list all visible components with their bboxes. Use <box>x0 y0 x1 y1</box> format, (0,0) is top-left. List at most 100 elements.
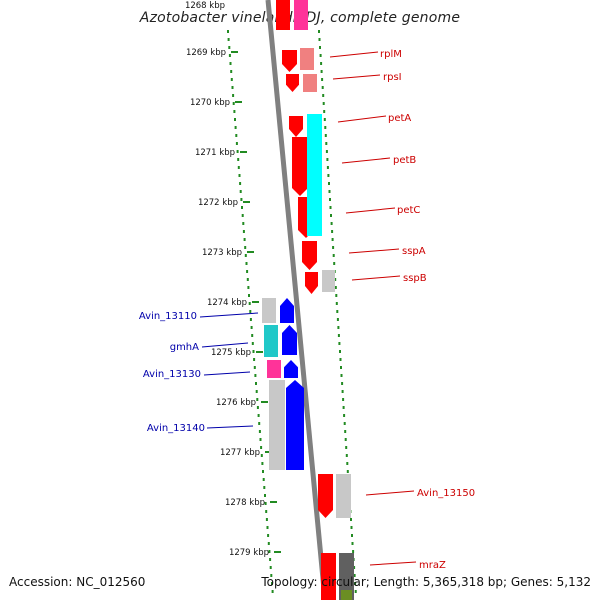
gene-feature <box>318 474 333 518</box>
guide-dot <box>242 230 245 233</box>
gene-feature <box>280 298 294 323</box>
scale-tick-label: 1270 kbp <box>190 98 230 108</box>
guide-dot <box>331 238 334 241</box>
label-leader <box>206 425 254 429</box>
guide-dot <box>341 390 344 393</box>
guide-dot <box>267 542 270 545</box>
guide-dot <box>340 374 343 377</box>
scale-tick-label: 1278 kbp <box>225 498 265 508</box>
guide-dot <box>334 286 337 289</box>
guide-dot <box>247 286 250 289</box>
gene-feature <box>341 590 352 600</box>
guide-dot <box>239 182 242 185</box>
guide-dot <box>260 454 263 457</box>
scale-tick-label: 1279 kbp <box>229 548 269 558</box>
guide-dot <box>265 510 268 513</box>
gene-feature <box>302 241 317 270</box>
guide-dot <box>256 398 259 401</box>
guide-dot <box>351 542 354 545</box>
guide-dot <box>344 438 347 441</box>
guide-dot <box>328 190 331 193</box>
scale-tick-label: 1276 kbp <box>216 398 256 408</box>
guide-dot <box>235 142 238 145</box>
guide-dot <box>332 254 335 257</box>
guide-dot <box>354 582 357 585</box>
scale-tick-label: 1273 kbp <box>202 248 242 258</box>
guide-dot <box>336 318 339 321</box>
label-leader <box>201 342 249 348</box>
gene-feature <box>282 325 297 355</box>
guide-dot <box>327 174 330 177</box>
guide-dot <box>336 310 339 313</box>
guide-dot <box>324 134 327 137</box>
label-leader <box>351 275 401 281</box>
guide-dot <box>332 246 335 249</box>
guide-dot <box>241 206 243 209</box>
guide-dot <box>245 262 248 265</box>
gene-label: sspB <box>403 273 427 284</box>
guide-dot <box>270 574 273 577</box>
guide-dot <box>339 358 342 361</box>
guide-dot <box>345 454 348 457</box>
gene-feature <box>321 553 336 600</box>
guide-dot <box>342 398 345 401</box>
guide-dot <box>234 126 237 129</box>
guide-dot <box>269 566 272 569</box>
guide-dot <box>253 358 256 361</box>
cds-feature <box>314 114 322 236</box>
guide-dot <box>244 246 247 249</box>
guide-dot <box>262 470 264 473</box>
scale-tick-label: 1272 kbp <box>198 198 238 208</box>
guide-dot <box>255 390 258 393</box>
guide-dot <box>244 254 247 257</box>
gene-label: sspA <box>402 246 426 257</box>
gene-feature <box>262 298 276 323</box>
guide-dot <box>269 558 272 561</box>
guide-dot <box>243 238 246 241</box>
guide-dot <box>330 222 333 225</box>
scale-tick-label: 1269 kbp <box>186 48 226 58</box>
guide-dot <box>331 230 334 233</box>
guide-dot <box>329 198 331 201</box>
guide-dot <box>238 174 241 177</box>
genome-backbone <box>265 0 328 600</box>
guide-dot <box>339 350 341 353</box>
guide-dot <box>346 462 349 465</box>
gene-feature <box>336 474 351 518</box>
guide-dot <box>320 62 323 65</box>
guide-dot <box>351 534 353 537</box>
guide-dot <box>240 198 243 201</box>
guide-dot <box>344 430 347 433</box>
guide-dot <box>328 182 330 185</box>
guide-dot <box>325 150 328 153</box>
guide-dot <box>233 110 236 113</box>
guide-dot <box>248 302 251 305</box>
guide-dot <box>256 406 259 409</box>
guide-dot <box>326 166 329 169</box>
guide-dot <box>322 94 325 97</box>
gene-labels: rplM rpsI petA petB petC sspA sspB Avin_13150mr… <box>139 49 475 571</box>
gene-feature <box>276 0 290 30</box>
guide-dot <box>229 62 232 65</box>
scale-tick-label: 1275 kbp <box>211 348 251 358</box>
guide-dot <box>236 150 239 153</box>
guide-dot <box>235 134 238 137</box>
guide-dot <box>268 550 271 553</box>
guide-dot <box>232 94 235 97</box>
scale-tick-label: 1277 kbp <box>220 448 260 458</box>
gene-feature <box>322 270 335 292</box>
guide-dot <box>330 214 332 217</box>
gene-feature <box>282 50 297 72</box>
gene-features <box>262 0 354 600</box>
guide-dot <box>343 422 346 425</box>
label-leader <box>348 248 400 254</box>
guide-dot <box>260 446 263 449</box>
gene-feature <box>339 553 354 600</box>
guide-dot <box>258 430 261 433</box>
guide-dot <box>246 278 249 281</box>
scale-ticks: 1268 kbp 1269 kbp 1270 kbp 1271 kbp 1272 kbp… <box>185 1 281 558</box>
guide-dot <box>337 334 340 337</box>
guide-dot <box>251 342 254 345</box>
guide-dot <box>249 318 252 321</box>
